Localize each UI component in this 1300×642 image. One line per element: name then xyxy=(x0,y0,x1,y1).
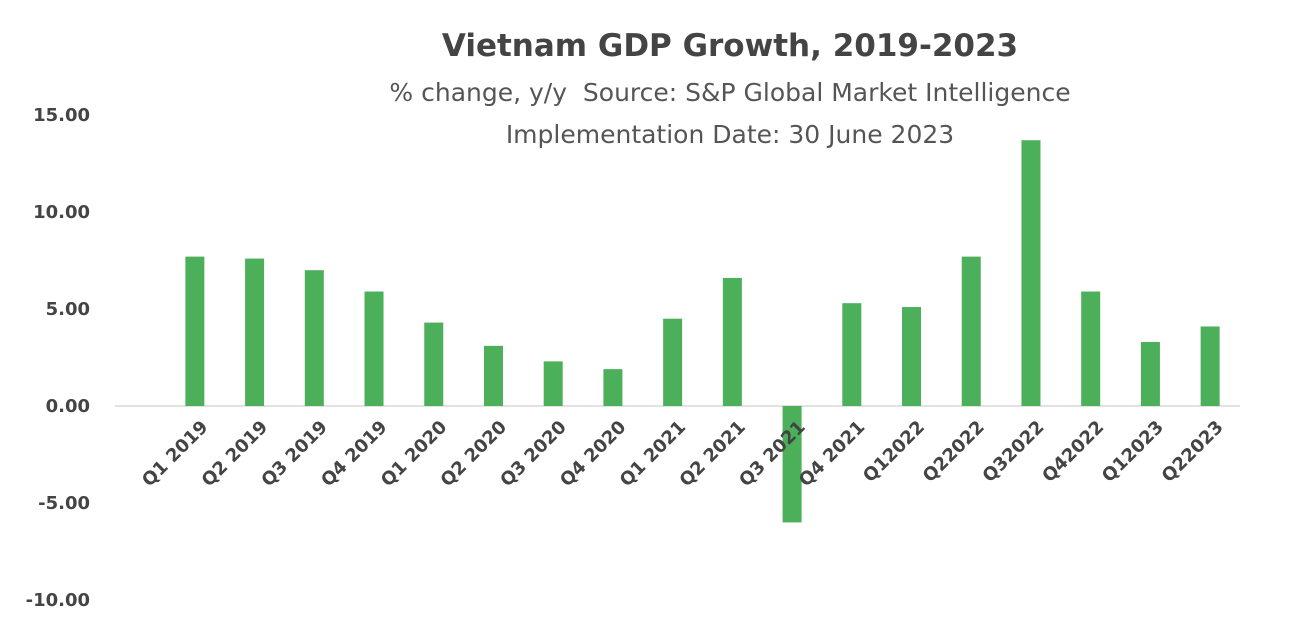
bar-q1-2020 xyxy=(424,322,444,406)
chart-subtitle-date: Implementation Date: 30 June 2023 xyxy=(506,120,954,149)
y-tick-label: 15.00 xyxy=(33,105,90,126)
y-tick-label: -10.00 xyxy=(26,590,90,611)
bar-q3-2020 xyxy=(543,361,563,406)
bar-q22023 xyxy=(1200,326,1220,406)
x-tick-label: Q32022 xyxy=(979,417,1049,487)
bar-q1-2019 xyxy=(185,256,205,406)
x-tick-label: Q12023 xyxy=(1098,417,1168,487)
bar-q4-2019 xyxy=(364,291,384,406)
y-tick-label: 0.00 xyxy=(46,396,90,417)
bar-q2-2021 xyxy=(722,277,742,406)
bar-q2-2020 xyxy=(483,345,503,406)
bar-q32022 xyxy=(1021,140,1041,406)
chart-title: Vietnam GDP Growth, 2019-2023 xyxy=(442,28,1018,64)
x-tick-label: Q4 2021 xyxy=(795,417,869,491)
bar-q4-2021 xyxy=(842,303,862,406)
bar-q2-2019 xyxy=(245,258,265,406)
x-tick-label: Q22022 xyxy=(919,417,989,487)
bar-q12023 xyxy=(1140,341,1160,406)
y-tick-label: 5.00 xyxy=(46,299,90,320)
y-axis: 15.00 10.00 5.00 0.00 -5.00 -10.00 xyxy=(26,105,90,611)
bar-q1-2021 xyxy=(663,318,683,406)
bar-q3-2019 xyxy=(304,270,324,406)
bar-q42022 xyxy=(1081,291,1101,406)
bar-q12022 xyxy=(902,307,922,406)
chart-subtitle: % change, y/y Source: S&P Global Market … xyxy=(389,78,1070,107)
bar-q3-2021 xyxy=(782,406,802,523)
bar-q22022 xyxy=(961,256,981,406)
y-tick-label: 10.00 xyxy=(33,202,90,223)
bar-q4-2020 xyxy=(603,369,623,406)
y-tick-label: -5.00 xyxy=(38,493,90,514)
x-tick-label: Q42022 xyxy=(1038,417,1108,487)
x-tick-label: Q12022 xyxy=(859,417,929,487)
x-tick-label: Q22023 xyxy=(1158,417,1228,487)
bar-series xyxy=(185,140,1220,523)
